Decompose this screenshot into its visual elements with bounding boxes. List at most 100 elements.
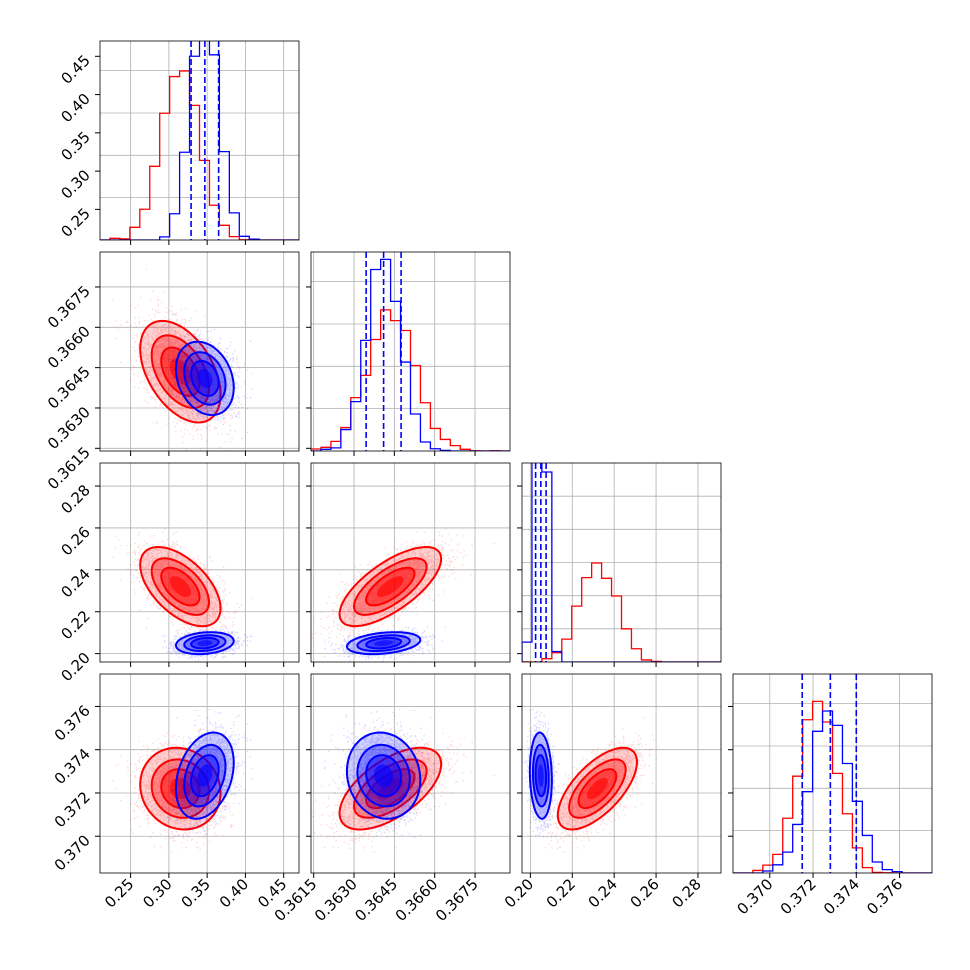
red-histogram [522, 562, 721, 662]
blue-contour-line [365, 636, 403, 650]
hist-cell [521, 462, 722, 663]
red-contour-line [365, 566, 416, 607]
x-tick-label: 0.24 [585, 875, 621, 911]
x-tick-label: 0.370 [733, 875, 776, 918]
scatter-cell [310, 462, 511, 663]
x-tick-label: 0.30 [139, 875, 175, 911]
blue-histogram [733, 710, 932, 873]
red-contour-line [160, 566, 201, 607]
y-tick-label: 0.40 [57, 90, 93, 126]
y-tick-label: 0.374 [51, 745, 94, 788]
red-contour-line [352, 557, 428, 616]
blue-contour-line [532, 743, 550, 808]
plot-area [311, 708, 495, 853]
scatter-cell [99, 673, 300, 874]
axes-frame [310, 251, 511, 452]
y-tick-label: 0.24 [57, 565, 93, 601]
y-tick-label: 0.30 [57, 166, 93, 202]
red-contour-line [139, 319, 222, 424]
corner-plot-cells: 0.250.300.350.400.450.36150.36300.36450.… [44, 40, 933, 925]
scatter-cell [99, 462, 300, 663]
blue-density-level [197, 368, 213, 388]
axes-frame [99, 673, 300, 874]
x-tick-label: 0.22 [543, 875, 579, 911]
x-tick-label: 0.25 [101, 875, 137, 911]
blue-density-level [197, 764, 213, 787]
blue-contour-line [183, 351, 227, 406]
x-tick-label: 0.35 [178, 875, 214, 911]
axes-frame [732, 673, 933, 874]
blue-contour-line [174, 731, 235, 820]
blue-contour-line [356, 634, 411, 652]
red-scatter-points [111, 268, 252, 451]
axes-frame [310, 462, 511, 663]
scatter-cell [521, 673, 722, 874]
y-tick-label: 0.3645 [44, 363, 94, 413]
red-density-level [587, 777, 608, 800]
red-scatter-points [311, 528, 495, 658]
plot-area [111, 528, 253, 662]
axes-frame [99, 462, 300, 663]
y-tick-label: 0.372 [51, 788, 94, 831]
axes-frame [99, 40, 300, 241]
blue-contour-line [356, 743, 411, 808]
y-tick-label: 0.25 [57, 204, 93, 240]
red-contour-line [338, 545, 443, 628]
plot-area [522, 708, 657, 853]
y-tick-label: 0.35 [57, 128, 93, 164]
x-tick-label: 0.3645 [351, 875, 401, 925]
blue-contour-line [190, 636, 220, 650]
blue-contour-line [345, 631, 422, 656]
blue-density-level [197, 640, 213, 646]
red-contour-line [577, 768, 618, 810]
red-density-level [169, 576, 191, 597]
scatter-cell [99, 251, 300, 452]
y-tick-label: 0.3675 [44, 282, 94, 332]
y-tick-label: 0.45 [57, 51, 93, 87]
axes-frame [99, 251, 300, 452]
x-tick-label: 0.40 [216, 875, 252, 911]
red-contour-line [352, 758, 428, 819]
plot-area [111, 268, 253, 451]
y-tick-label: 0.3630 [44, 403, 94, 453]
blue-histogram [100, 41, 299, 240]
axes-frame [521, 462, 722, 663]
y-tick-label: 0.3660 [44, 322, 94, 372]
hist-cell [310, 251, 511, 452]
red-contour-line [150, 557, 211, 616]
hist-cell [99, 40, 300, 241]
blue-contour-line [534, 754, 548, 798]
x-tick-label: 0.374 [820, 875, 863, 918]
x-tick-label: 0.372 [777, 875, 820, 918]
red-contour-line [365, 768, 416, 810]
red-density-level [377, 576, 404, 597]
y-tick-label: 0.370 [51, 831, 94, 874]
red-contour-line [139, 545, 222, 628]
red-contour-line [568, 758, 627, 819]
red-contour-line [556, 746, 639, 831]
red-density-level [377, 777, 404, 800]
y-tick-label: 0.26 [57, 523, 93, 559]
plot-area [311, 528, 495, 662]
hist-cell [732, 673, 933, 874]
blue-contour-line [190, 359, 220, 397]
blue-contour-line [183, 634, 227, 652]
blue-contour-line [174, 631, 235, 656]
blue-density-level [538, 764, 544, 787]
blue-contour-line [190, 754, 220, 798]
red-contour-line [160, 768, 201, 810]
y-tick-label: 0.376 [51, 702, 94, 745]
axes-frame [310, 673, 511, 874]
y-tick-label: 0.3615 [44, 443, 94, 493]
axes-frame [521, 673, 722, 874]
x-tick-label: 0.20 [501, 875, 537, 911]
scatter-cell [310, 673, 511, 874]
blue-density-level [374, 764, 394, 787]
blue-density-level [374, 640, 394, 646]
red-contour-line [338, 746, 443, 831]
x-tick-label: 0.3630 [311, 875, 361, 925]
blue-contour-line [365, 754, 403, 798]
plot-area [111, 708, 253, 853]
y-tick-label: 0.20 [57, 649, 93, 685]
x-tick-label: 0.26 [627, 875, 663, 911]
